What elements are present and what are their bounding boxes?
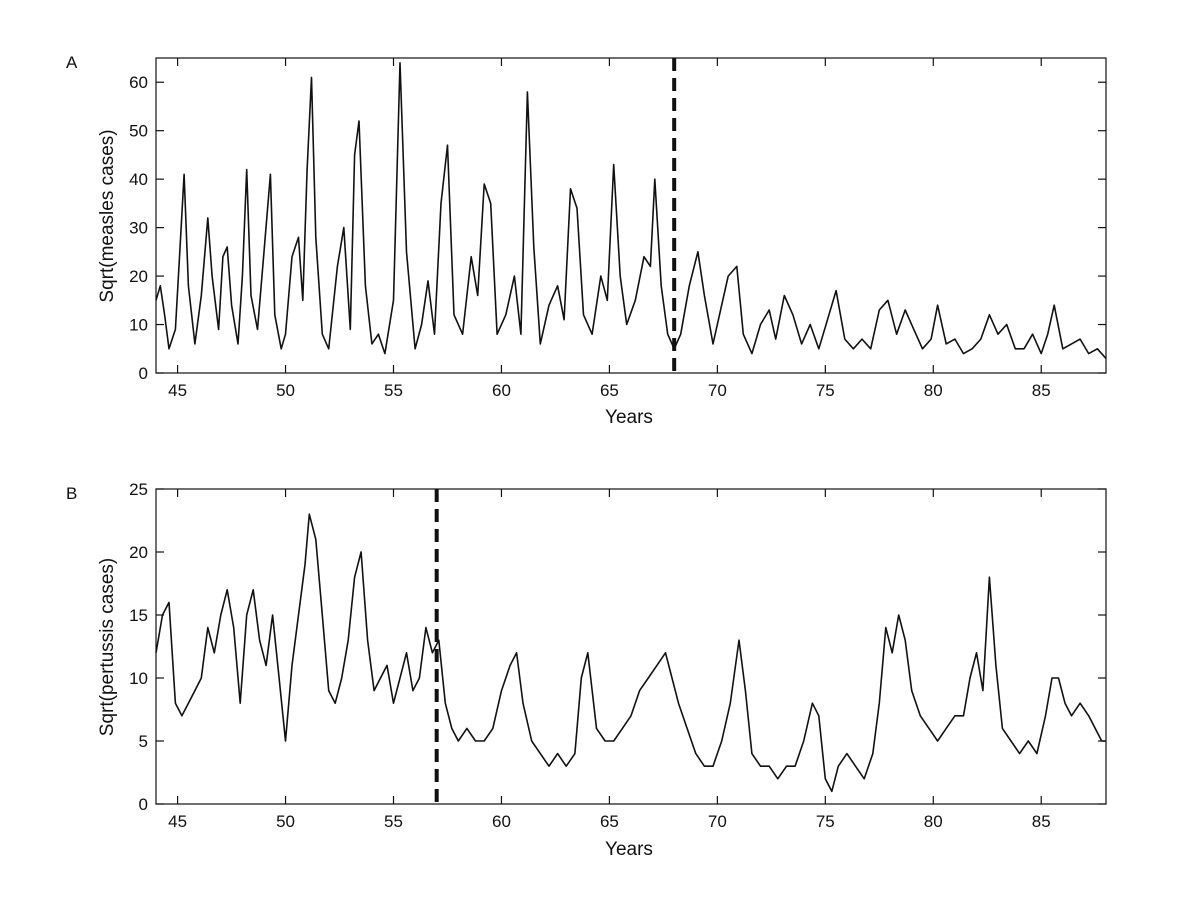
panel-letter-a: A <box>66 53 78 72</box>
y-tick-label: 10 <box>129 316 148 335</box>
x-tick-label: 65 <box>600 812 619 831</box>
x-tick-label: 60 <box>492 381 511 400</box>
y-tick-label: 30 <box>129 219 148 238</box>
x-tick-label: 70 <box>708 812 727 831</box>
y-tick-label: 10 <box>129 669 148 688</box>
panel-b: B 45 50 55 60 65 70 75 80 85 0 5 10 15 20 25 Years Sqr… <box>66 480 1107 860</box>
x-tick-label: 50 <box>276 812 295 831</box>
x-tick-label: 65 <box>600 381 619 400</box>
y-tick-label: 5 <box>139 732 148 751</box>
x-tick-label: 80 <box>924 381 943 400</box>
y-tick-label: 20 <box>129 267 148 286</box>
x-tick-label: 75 <box>816 381 835 400</box>
pertussis-series-line <box>155 513 1106 793</box>
x-tick-label: 75 <box>816 812 835 831</box>
x-tick-label: 80 <box>924 812 943 831</box>
y-tick-label: 50 <box>129 122 148 141</box>
x-tick-label: 70 <box>708 381 727 400</box>
x-axis-title-a: Years <box>605 407 653 428</box>
y-tick-label: 15 <box>129 606 148 625</box>
x-tick-label: 45 <box>168 381 187 400</box>
x-tick-label: 85 <box>1032 812 1051 831</box>
x-tick-label: 45 <box>168 812 187 831</box>
panel-letter-b: B <box>66 484 77 503</box>
x-tick-label: 85 <box>1032 381 1051 400</box>
y-tick-label: 60 <box>129 73 148 92</box>
x-tick-label: 50 <box>276 381 295 400</box>
x-tick-label: 55 <box>384 812 403 831</box>
y-tick-label: 0 <box>139 364 148 383</box>
y-tick-label: 40 <box>129 170 148 189</box>
y-tick-label: 25 <box>129 480 148 499</box>
axis-ticks-b: 45 50 55 60 65 70 75 80 85 0 5 10 15 20 25 <box>129 480 1106 831</box>
y-axis-title-b: Sqrt(pertussis cases) <box>97 558 118 736</box>
x-tick-label: 55 <box>384 381 403 400</box>
plot-area-a <box>155 57 1107 374</box>
plot-area-b <box>155 488 1107 805</box>
x-tick-label: 60 <box>492 812 511 831</box>
y-tick-label: 0 <box>139 795 148 814</box>
measles-series-line <box>155 62 1107 360</box>
axis-ticks-a: 45 50 55 60 65 70 75 80 85 0 10 20 30 40 50 60 <box>129 58 1106 400</box>
y-axis-title-a: Sqrt(measles cases) <box>97 129 118 302</box>
y-tick-label: 20 <box>129 543 148 562</box>
x-axis-title-b: Years <box>605 839 653 860</box>
